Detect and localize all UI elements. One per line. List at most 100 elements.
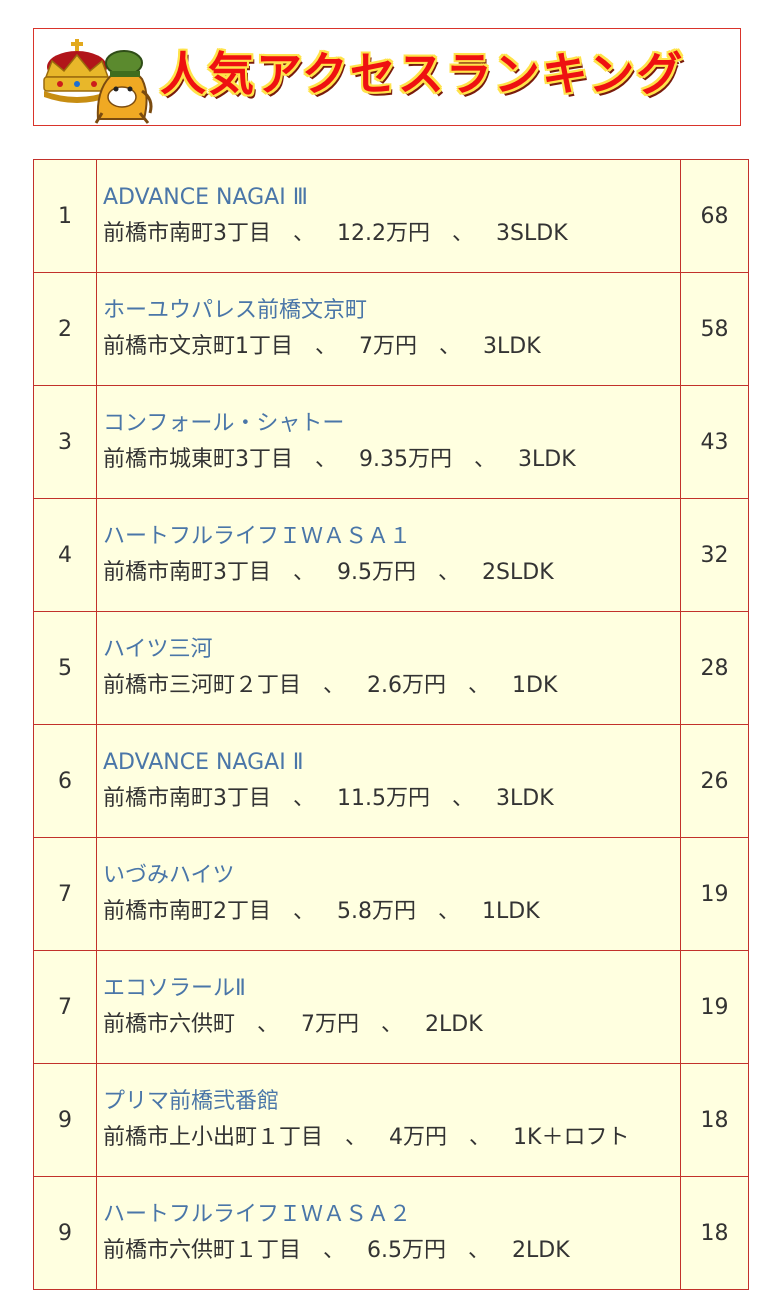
property-details: 前橋市六供町、 7万円、 2LDK bbox=[103, 1007, 680, 1043]
property-details: 前橋市南町3丁目、 9.5万円、 2SLDK bbox=[103, 555, 680, 591]
ranking-table: 1 ADVANCE NAGAI Ⅲ 前橋市南町3丁目、 12.2万円、 3SLDK 68 2… bbox=[33, 159, 749, 1290]
property-layout: 1DK bbox=[512, 673, 558, 698]
property-address: 前橋市南町3丁目 bbox=[103, 221, 271, 246]
detail-separator: 、 bbox=[293, 786, 316, 811]
property-info: コンフォール・シャトー 前橋市城東町3丁目、 9.35万円、 3LDK bbox=[96, 385, 681, 499]
detail-separator: 、 bbox=[452, 221, 475, 246]
rank-number: 7 bbox=[33, 837, 97, 951]
detail-separator: 、 bbox=[468, 673, 491, 698]
property-info: ハートフルライフＩＷＡＳＡ２ 前橋市六供町１丁目、 6.5万円、 2LDK bbox=[96, 1176, 681, 1290]
property-info: ハイツ三河 前橋市三河町２丁目、 2.6万円、 1DK bbox=[96, 611, 681, 725]
property-info: エコソラールⅡ 前橋市六供町、 7万円、 2LDK bbox=[96, 950, 681, 1064]
access-count: 19 bbox=[680, 950, 749, 1064]
property-rent: 4万円 bbox=[389, 1125, 448, 1150]
property-name-link[interactable]: ADVANCE NAGAI Ⅱ bbox=[103, 750, 304, 775]
property-details: 前橋市文京町1丁目、 7万円、 3LDK bbox=[103, 329, 680, 365]
property-layout: 1K＋ロフト bbox=[513, 1125, 630, 1150]
access-count: 58 bbox=[680, 272, 749, 386]
rank-number: 5 bbox=[33, 611, 97, 725]
property-address: 前橋市上小出町１丁目 bbox=[103, 1125, 324, 1150]
ranking-row: 7 いづみハイツ 前橋市南町2丁目、 5.8万円、 1LDK 19 bbox=[33, 837, 749, 951]
property-address: 前橋市南町2丁目 bbox=[103, 899, 271, 924]
property-name-link[interactable]: プリマ前橋弐番館 bbox=[103, 1089, 280, 1114]
property-address: 前橋市三河町２丁目 bbox=[103, 673, 302, 698]
property-layout: 3LDK bbox=[483, 334, 541, 359]
detail-separator: 、 bbox=[257, 1012, 280, 1037]
property-name-link[interactable]: ハートフルライフＩＷＡＳＡ１ bbox=[103, 524, 412, 549]
property-info: いづみハイツ 前橋市南町2丁目、 5.8万円、 1LDK bbox=[96, 837, 681, 951]
crown-horse-mascot-icon bbox=[43, 39, 153, 124]
property-details: 前橋市六供町１丁目、 6.5万円、 2LDK bbox=[103, 1233, 680, 1269]
access-count: 26 bbox=[680, 724, 749, 838]
ranking-banner: 人気アクセスランキング bbox=[33, 28, 741, 126]
access-count: 19 bbox=[680, 837, 749, 951]
ranking-row: 9 プリマ前橋弐番館 前橋市上小出町１丁目、 4万円、 1K＋ロフト 18 bbox=[33, 1063, 749, 1177]
ranking-row: 9 ハートフルライフＩＷＡＳＡ２ 前橋市六供町１丁目、 6.5万円、 2LDK 18 bbox=[33, 1176, 749, 1290]
access-count: 18 bbox=[680, 1176, 749, 1290]
property-details: 前橋市三河町２丁目、 2.6万円、 1DK bbox=[103, 668, 680, 704]
detail-separator: 、 bbox=[293, 560, 316, 585]
detail-separator: 、 bbox=[438, 560, 461, 585]
detail-separator: 、 bbox=[469, 1125, 492, 1150]
property-name-link[interactable]: ハイツ三河 bbox=[103, 637, 213, 662]
rank-number: 9 bbox=[33, 1176, 97, 1290]
rank-number: 2 bbox=[33, 272, 97, 386]
property-rent: 2.6万円 bbox=[367, 673, 447, 698]
detail-separator: 、 bbox=[474, 447, 497, 472]
property-address: 前橋市南町3丁目 bbox=[103, 560, 271, 585]
ranking-row: 3 コンフォール・シャトー 前橋市城東町3丁目、 9.35万円、 3LDK 43 bbox=[33, 385, 749, 499]
detail-separator: 、 bbox=[452, 786, 475, 811]
property-name-link[interactable]: エコソラールⅡ bbox=[103, 976, 246, 1001]
property-name-link[interactable]: ホーユウパレス前橋文京町 bbox=[103, 298, 368, 323]
detail-separator: 、 bbox=[315, 334, 338, 359]
property-name-link[interactable]: ハートフルライフＩＷＡＳＡ２ bbox=[103, 1202, 412, 1227]
property-rent: 5.8万円 bbox=[337, 899, 417, 924]
rank-number: 1 bbox=[33, 159, 97, 273]
ranking-row: 7 エコソラールⅡ 前橋市六供町、 7万円、 2LDK 19 bbox=[33, 950, 749, 1064]
property-layout: 1LDK bbox=[482, 899, 540, 924]
property-info: ADVANCE NAGAI Ⅱ 前橋市南町3丁目、 11.5万円、 3LDK bbox=[96, 724, 681, 838]
ranking-table-body: 1 ADVANCE NAGAI Ⅲ 前橋市南町3丁目、 12.2万円、 3SLDK 68 2… bbox=[33, 159, 749, 1290]
property-details: 前橋市南町3丁目、 11.5万円、 3LDK bbox=[103, 781, 680, 817]
detail-separator: 、 bbox=[323, 673, 346, 698]
access-count: 32 bbox=[680, 498, 749, 612]
page-title: 人気アクセスランキング bbox=[160, 47, 685, 101]
detail-separator: 、 bbox=[439, 334, 462, 359]
property-info: ADVANCE NAGAI Ⅲ 前橋市南町3丁目、 12.2万円、 3SLDK bbox=[96, 159, 681, 273]
property-details: 前橋市上小出町１丁目、 4万円、 1K＋ロフト bbox=[103, 1120, 680, 1156]
property-name-link[interactable]: コンフォール・シャトー bbox=[103, 411, 345, 436]
access-count: 68 bbox=[680, 159, 749, 273]
property-rent: 6.5万円 bbox=[367, 1238, 447, 1263]
property-address: 前橋市文京町1丁目 bbox=[103, 334, 293, 359]
ranking-row: 6 ADVANCE NAGAI Ⅱ 前橋市南町3丁目、 11.5万円、 3LDK 26 bbox=[33, 724, 749, 838]
detail-separator: 、 bbox=[381, 1012, 404, 1037]
detail-separator: 、 bbox=[345, 1125, 368, 1150]
property-info: プリマ前橋弐番館 前橋市上小出町１丁目、 4万円、 1K＋ロフト bbox=[96, 1063, 681, 1177]
property-rent: 11.5万円 bbox=[337, 786, 431, 811]
property-details: 前橋市南町3丁目、 12.2万円、 3SLDK bbox=[103, 216, 680, 252]
rank-number: 6 bbox=[33, 724, 97, 838]
property-details: 前橋市南町2丁目、 5.8万円、 1LDK bbox=[103, 894, 680, 930]
ranking-row: 2 ホーユウパレス前橋文京町 前橋市文京町1丁目、 7万円、 3LDK 58 bbox=[33, 272, 749, 386]
detail-separator: 、 bbox=[438, 899, 461, 924]
property-rent: 12.2万円 bbox=[337, 221, 431, 246]
property-info: ハートフルライフＩＷＡＳＡ１ 前橋市南町3丁目、 9.5万円、 2SLDK bbox=[96, 498, 681, 612]
rank-number: 4 bbox=[33, 498, 97, 612]
property-rent: 7万円 bbox=[359, 334, 418, 359]
detail-separator: 、 bbox=[468, 1238, 491, 1263]
property-rent: 7万円 bbox=[301, 1012, 360, 1037]
access-count: 18 bbox=[680, 1063, 749, 1177]
ranking-row: 4 ハートフルライフＩＷＡＳＡ１ 前橋市南町3丁目、 9.5万円、 2SLDK 32 bbox=[33, 498, 749, 612]
property-layout: 2LDK bbox=[512, 1238, 570, 1263]
property-layout: 3LDK bbox=[496, 786, 554, 811]
detail-separator: 、 bbox=[293, 221, 316, 246]
property-address: 前橋市城東町3丁目 bbox=[103, 447, 293, 472]
property-name-link[interactable]: いづみハイツ bbox=[103, 863, 235, 888]
property-name-link[interactable]: ADVANCE NAGAI Ⅲ bbox=[103, 185, 308, 210]
rank-number: 9 bbox=[33, 1063, 97, 1177]
property-layout: 3LDK bbox=[518, 447, 576, 472]
ranking-row: 5 ハイツ三河 前橋市三河町２丁目、 2.6万円、 1DK 28 bbox=[33, 611, 749, 725]
property-rent: 9.35万円 bbox=[359, 447, 453, 472]
property-address: 前橋市南町3丁目 bbox=[103, 786, 271, 811]
ranking-row: 1 ADVANCE NAGAI Ⅲ 前橋市南町3丁目、 12.2万円、 3SLDK 68 bbox=[33, 159, 749, 273]
